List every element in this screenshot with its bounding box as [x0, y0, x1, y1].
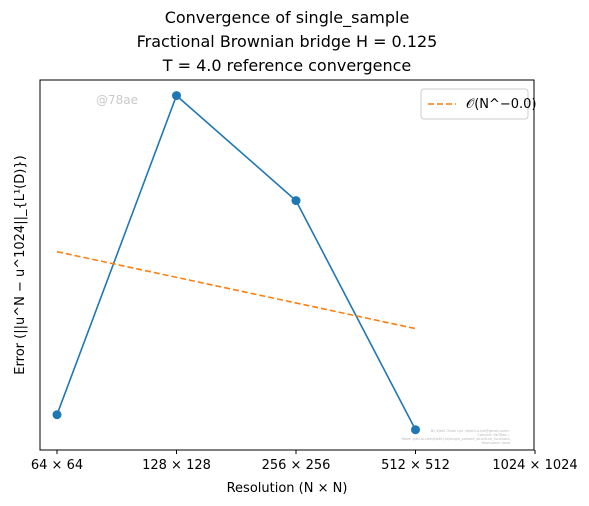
- watermark-text: @78ae: [96, 93, 138, 107]
- legend-box: [420, 88, 529, 120]
- footer-annotation: By Kjetil Olsen Lye <kjetil.o.lye@gmail.…: [401, 429, 510, 445]
- y-axis-label: Error (||u^N − u^1024||_{L¹(D)}): [13, 155, 28, 374]
- legend: 𝒪(N^−0.0): [420, 88, 537, 120]
- legend-label: 𝒪(N^−0.0): [466, 97, 537, 112]
- x-tick-label: 128 × 128: [142, 458, 211, 473]
- x-axis-ticks: 64 × 64 128 × 128 256 × 256 512 × 512 1024 ×…: [31, 450, 578, 473]
- data-point: [291, 196, 301, 206]
- series-layer: [52, 91, 420, 435]
- x-tick-label: 64 × 64: [31, 458, 83, 473]
- x-axis-label: Resolution (N × N): [227, 481, 348, 496]
- series-line-1: [56, 250, 416, 330]
- x-tick-label: 256 × 256: [262, 458, 331, 473]
- chart-title-line-3: T = 4.0 reference convergence: [162, 56, 411, 75]
- x-tick-label: 512 × 512: [381, 458, 450, 473]
- footer-line: Hostname: local: [482, 441, 510, 445]
- data-point: [52, 410, 62, 420]
- plot-area: [39, 79, 535, 451]
- series-line-0: [56, 94, 417, 431]
- chart-title-line-1: Convergence of single_sample: [165, 8, 410, 28]
- footer-line: By Kjetil Olsen Lye <kjetil.o.lye@gmail.…: [431, 429, 510, 433]
- data-point: [172, 91, 181, 101]
- footer-line: Repo: github.com/kjetil-lye/single_sampl…: [401, 437, 510, 441]
- x-tick-label: 1024 × 1024: [492, 458, 577, 473]
- footer-line: Commit: 8a78ae...: [477, 433, 510, 437]
- data-point: [411, 425, 420, 435]
- chart-title-line-2: Fractional Brownian bridge H = 0.125: [137, 32, 438, 51]
